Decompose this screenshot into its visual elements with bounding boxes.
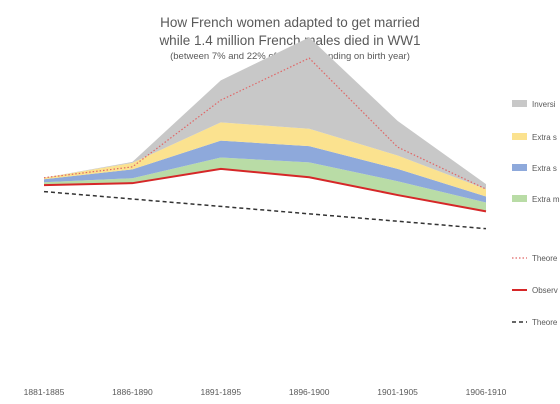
legend-swatch [512, 164, 527, 171]
legend-swatch [512, 195, 527, 202]
legend-label: Extra s [532, 164, 557, 173]
area-extra-s-2 [44, 122, 486, 197]
chart-subtitle: while 1.4 million French males died in W… [159, 33, 421, 48]
line-theore-2 [43, 190, 487, 230]
legend-label: Theore [532, 254, 558, 263]
line-observ-1 [43, 167, 487, 213]
x-tick-label: 1886-1890 [112, 387, 153, 397]
x-tick-label: 1881-1885 [24, 387, 65, 397]
area-inversi-3 [44, 37, 486, 190]
legend-label: Theore [532, 318, 558, 327]
legend-label: Inversi [532, 100, 556, 109]
legend-swatch [512, 133, 527, 140]
x-tick-layer: 1881-1885 1886-1890 1891-1895 1896-1900 1901… [24, 387, 507, 397]
area-extra-s-1 [44, 140, 486, 203]
x-tick-label: 1891-1895 [200, 387, 241, 397]
line-layer [43, 57, 487, 230]
legend: Inversi Extra s Extra s Extra m Theore Observ… [512, 100, 560, 327]
legend-label: Extra m [532, 195, 560, 204]
chart-title: How French women adapted to get married [160, 15, 420, 30]
x-tick-label: 1896-1900 [289, 387, 330, 397]
line-theore-0 [43, 57, 487, 190]
x-tick-label: 1901-1905 [377, 387, 418, 397]
area-layer [44, 37, 486, 212]
legend-swatch [512, 100, 527, 107]
x-tick-label: 1906-1910 [466, 387, 507, 397]
legend-label: Observ [532, 286, 558, 295]
legend-label: Extra s [532, 133, 557, 142]
area-extra-m-0 [44, 157, 486, 212]
